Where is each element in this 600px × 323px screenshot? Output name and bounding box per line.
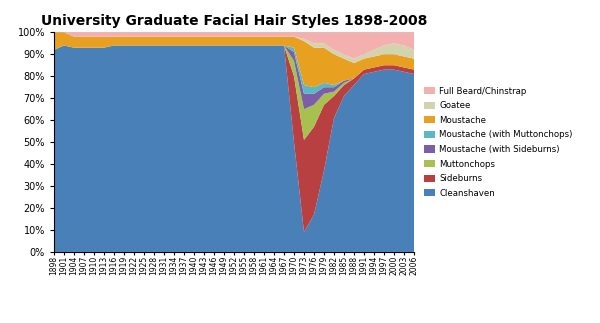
Legend: Full Beard/Chinstrap, Goatee, Moustache, Moustache (with Muttonchops), Moustache: Full Beard/Chinstrap, Goatee, Moustache,… [422,84,575,200]
Title: University Graduate Facial Hair Styles 1898-2008: University Graduate Facial Hair Styles 1… [41,14,427,28]
